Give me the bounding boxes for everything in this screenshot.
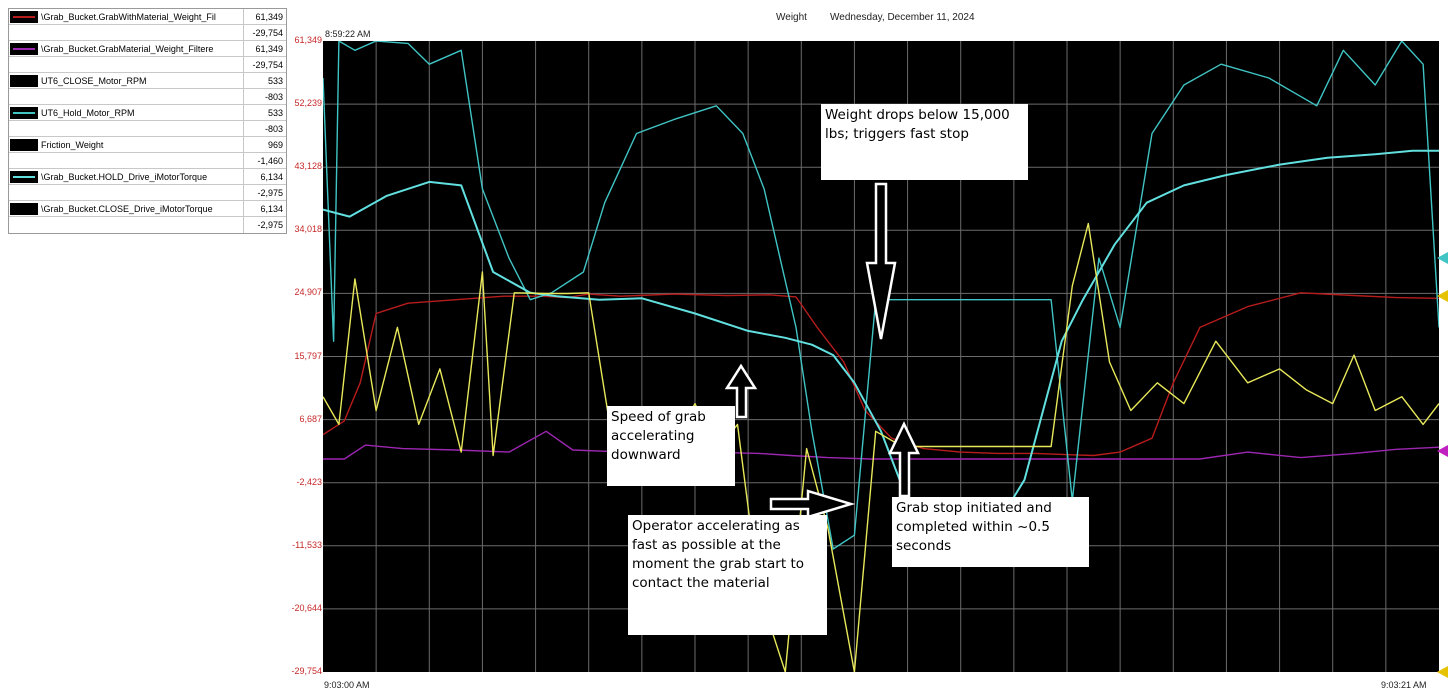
series-line-4	[323, 222, 1439, 672]
legend-row: \Grab_Bucket.GrabWithMaterial_Weight_Fil…	[9, 9, 286, 25]
series-line-1	[323, 430, 1439, 460]
legend-label: \Grab_Bucket.CLOSE_Drive_iMotorTorque	[41, 203, 213, 214]
arrow-down-weight-icon	[865, 182, 897, 340]
y-tick-label: 6,687	[299, 413, 322, 424]
arrow-up-speed-icon	[724, 363, 758, 419]
legend-label: \Grab_Bucket.GrabMaterial_Weight_Filtere	[41, 43, 214, 54]
y-tick-label: -2,423	[296, 476, 322, 487]
legend-row: -29,754	[9, 25, 286, 41]
legend-min: -29,754	[252, 27, 283, 38]
y-tick-label: -29,754	[291, 666, 322, 676]
time-start-label: 8:59:22 AM	[325, 29, 371, 39]
bottom-marker-icon	[1437, 666, 1448, 678]
purple-marker-icon	[1437, 445, 1448, 457]
series-line-3	[323, 149, 1439, 550]
legend-row: -1,460	[9, 153, 286, 169]
legend-series-name: \Grab_Bucket.GrabWithMaterial_Weight_Fil	[9, 9, 244, 24]
chart-svg	[323, 41, 1439, 672]
legend-min: -2,975	[257, 220, 283, 230]
legend-row: Friction_Weight 969	[9, 137, 286, 153]
y-tick-label: 43,128	[294, 161, 322, 172]
y-tick-label: -11,533	[292, 539, 322, 550]
legend-label: \Grab_Bucket.GrabWithMaterial_Weight_Fil	[41, 11, 216, 22]
arrow-up-grabstop-icon	[888, 421, 920, 498]
legend-series-name: \Grab_Bucket.HOLD_Drive_iMotorTorque	[9, 169, 244, 184]
legend-min: -803	[264, 123, 283, 134]
chart-date: Wednesday, December 11, 2024	[830, 12, 975, 23]
legend-swatch	[10, 42, 38, 55]
y-tick-label: 24,907	[294, 287, 322, 298]
annotation-speed: Speed of grab accelerating downward	[607, 406, 735, 486]
legend-series-name: UT6_Hold_Motor_RPM	[9, 105, 244, 120]
chart-title: Weight	[776, 12, 807, 23]
y-tick-label: 61,349	[294, 35, 322, 45]
legend-label: UT6_CLOSE_Motor_RPM	[41, 75, 147, 86]
legend-series-name: UT6_CLOSE_Motor_RPM	[9, 73, 244, 88]
y-tick-label: 15,797	[294, 350, 322, 361]
arrow-right-operator-icon	[769, 489, 856, 519]
y-tick-label: -20,644	[291, 602, 322, 613]
legend-label: Friction_Weight	[41, 139, 104, 150]
legend-row: -2,975	[9, 217, 286, 233]
cyan-marker-icon	[1437, 252, 1448, 264]
yellow-marker-icon	[1437, 290, 1448, 302]
legend-label: UT6_Hold_Motor_RPM	[41, 107, 135, 118]
legend-min: -803	[264, 91, 283, 102]
legend-min: -29,754	[252, 59, 283, 70]
legend-row: \Grab_Bucket.HOLD_Drive_iMotorTorque 6,13…	[9, 169, 286, 185]
y-tick-label: 34,018	[294, 224, 322, 235]
legend-max: 533	[267, 107, 283, 118]
legend-series-name: \Grab_Bucket.GrabMaterial_Weight_Filtere	[9, 41, 244, 56]
legend-row: \Grab_Bucket.CLOSE_Drive_iMotorTorque 6,1…	[9, 201, 286, 217]
legend-min: -1,460	[257, 155, 283, 166]
annotation-grab-stop: Grab stop initiated and completed within…	[892, 497, 1089, 567]
legend-row: -803	[9, 121, 286, 137]
series-line-2	[323, 41, 1439, 550]
legend-max: 969	[267, 139, 283, 150]
legend-row: \Grab_Bucket.GrabMaterial_Weight_Filtere…	[9, 41, 286, 57]
legend-row: -2,975	[9, 185, 286, 201]
y-tick-label: 52,239	[294, 98, 322, 109]
legend-row: -29,754	[9, 57, 286, 73]
legend-swatch	[10, 138, 38, 151]
legend-swatch	[10, 202, 38, 215]
legend-label: \Grab_Bucket.HOLD_Drive_iMotorTorque	[41, 171, 208, 182]
x-max-label: 9:03:21 AM	[1381, 680, 1427, 690]
legend-swatch	[10, 10, 38, 23]
annotation-weight-drop: Weight drops below 15,000 lbs; triggers …	[821, 104, 1028, 180]
legend-series-name: \Grab_Bucket.CLOSE_Drive_iMotorTorque	[9, 201, 244, 216]
legend-max: 6,134	[260, 171, 283, 182]
legend-series-name: Friction_Weight	[9, 137, 244, 152]
legend-row: -803	[9, 89, 286, 105]
legend-max: 61,349	[255, 11, 283, 22]
legend-swatch	[10, 106, 38, 119]
legend-min: -2,975	[257, 187, 283, 198]
plot-area: Weight drops below 15,000 lbs; triggers …	[323, 41, 1439, 672]
legend-table: \Grab_Bucket.GrabWithMaterial_Weight_Fil…	[8, 8, 287, 234]
legend-swatch	[10, 74, 38, 87]
legend-max: 6,134	[260, 203, 283, 214]
legend-max: 61,349	[255, 43, 283, 54]
annotation-operator: Operator accelerating as fast as possibl…	[628, 515, 827, 635]
legend-swatch	[10, 170, 38, 183]
legend-max: 533	[267, 75, 283, 86]
legend-row: UT6_Hold_Motor_RPM 533	[9, 105, 286, 121]
legend-row: UT6_CLOSE_Motor_RPM 533	[9, 73, 286, 89]
x-min-label: 9:03:00 AM	[324, 680, 370, 690]
